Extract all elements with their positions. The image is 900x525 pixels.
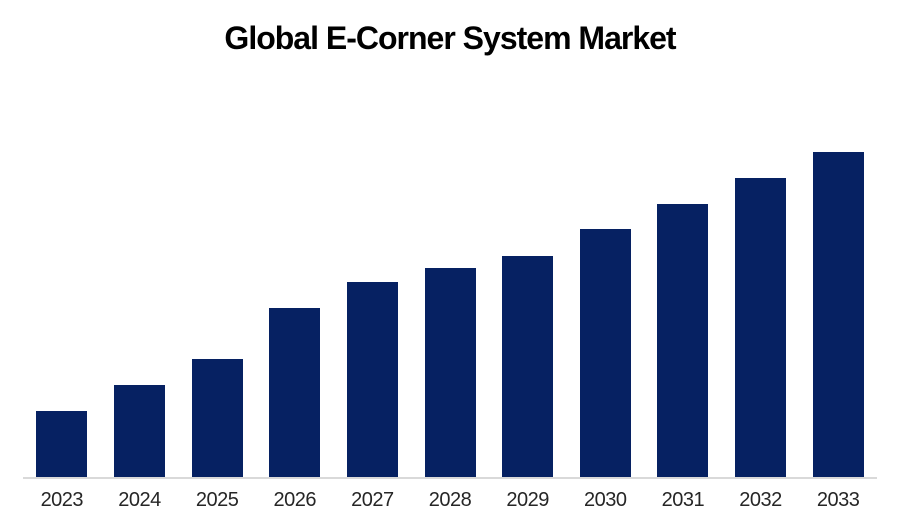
x-tick-label-2026: 2026 <box>273 489 316 511</box>
bar-2029 <box>502 256 554 477</box>
bar-2026 <box>269 308 321 477</box>
x-tick-label-2029: 2029 <box>506 489 549 511</box>
x-tick-label-2024: 2024 <box>118 489 161 511</box>
x-tick-label-2032: 2032 <box>739 489 782 511</box>
bar-2023 <box>36 411 88 477</box>
x-tick-label-2025: 2025 <box>195 489 239 511</box>
chart-title: Global E-Corner System Market <box>224 20 676 56</box>
bar-2028 <box>424 268 476 477</box>
bar-2030 <box>579 229 631 477</box>
bar-2032 <box>735 178 787 477</box>
bar-2024 <box>113 385 165 477</box>
x-tick-label-2027: 2027 <box>351 489 394 511</box>
bar-2027 <box>346 282 398 477</box>
x-tick-label-2023: 2023 <box>40 489 84 511</box>
x-axis-line <box>23 477 877 479</box>
bar-2031 <box>657 204 709 477</box>
x-tick-label-2030: 2030 <box>584 489 627 511</box>
x-tick-label-2028: 2028 <box>428 489 472 511</box>
bar-2033 <box>812 152 864 477</box>
x-tick-label-2031: 2031 <box>661 489 705 511</box>
x-tick-label-2033: 2033 <box>816 489 860 511</box>
bar-2025 <box>191 359 243 477</box>
